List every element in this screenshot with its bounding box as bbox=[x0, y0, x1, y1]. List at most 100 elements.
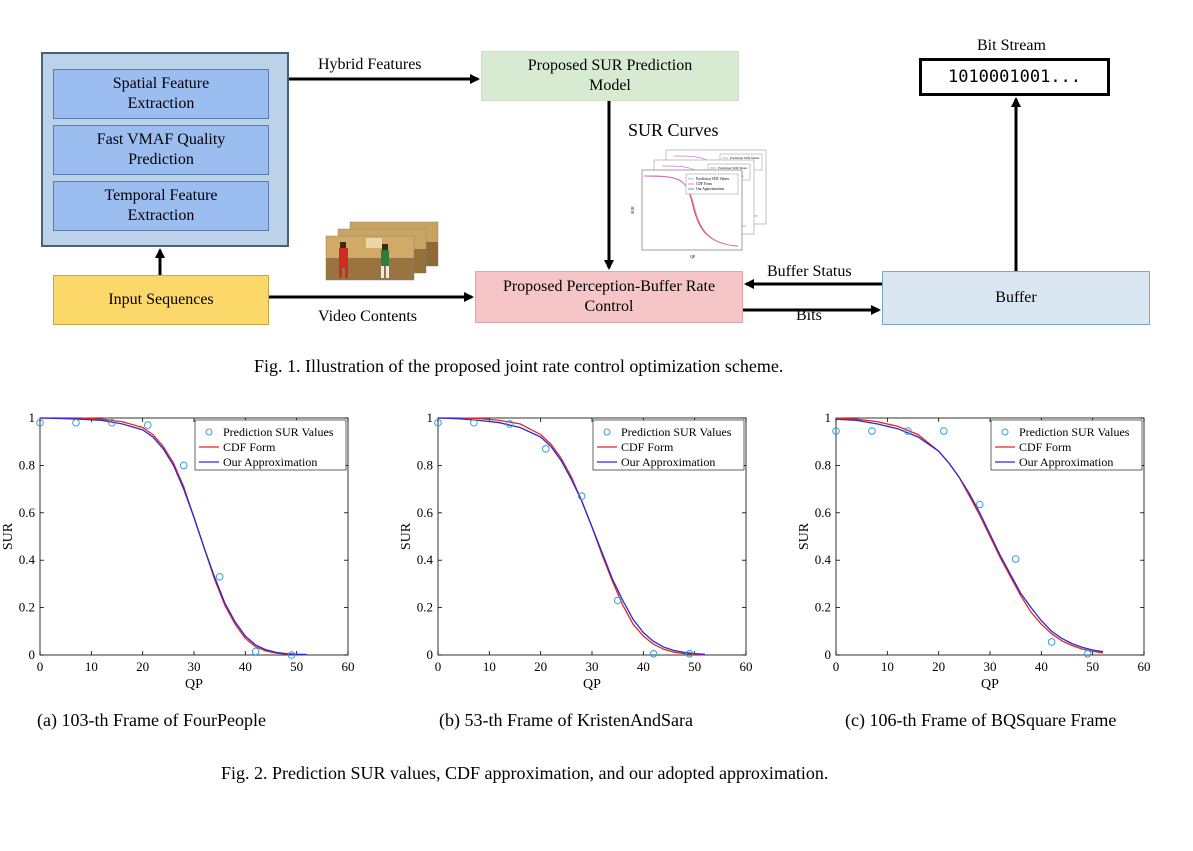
legend-label: CDF Form bbox=[223, 440, 276, 454]
y-tick-label: 0 bbox=[825, 647, 832, 662]
y-axis-label: SUR bbox=[399, 522, 414, 550]
y-tick-label: 0.4 bbox=[815, 552, 832, 567]
data-point bbox=[649, 650, 658, 658]
data-point bbox=[506, 420, 514, 428]
legend-marker bbox=[205, 428, 213, 436]
y-tick-label: 0.8 bbox=[19, 457, 35, 472]
data-point bbox=[832, 427, 840, 435]
legend-box bbox=[990, 419, 1143, 471]
legend-label: Prediction SUR Values bbox=[621, 425, 732, 439]
data-point bbox=[251, 647, 260, 656]
x-tick-label: 30 bbox=[586, 659, 599, 674]
data-point bbox=[36, 418, 44, 427]
y-tick-label: 0 bbox=[427, 647, 434, 662]
sur-curves-label: SUR Curves bbox=[628, 120, 719, 140]
x-tick-label: 20 bbox=[932, 659, 945, 674]
y-tick-label: 1 bbox=[427, 410, 434, 425]
data-point bbox=[904, 427, 912, 435]
figure-1-arrows bbox=[155, 74, 1021, 315]
x-tick-label: 10 bbox=[85, 659, 98, 674]
chart-a-caption: (a) 103-th Frame of FourPeople bbox=[37, 710, 266, 730]
thumb-ylabel: SUR bbox=[630, 206, 635, 214]
buffer-block: Buffer bbox=[882, 271, 1150, 325]
data-point bbox=[470, 418, 478, 427]
y-tick-label: 0.8 bbox=[417, 457, 433, 472]
data-point bbox=[179, 461, 188, 470]
data-point bbox=[868, 427, 876, 435]
legend-box bbox=[592, 419, 745, 471]
legend-label: CDF Form bbox=[1019, 440, 1072, 454]
hybrid-features-label: Hybrid Features bbox=[318, 56, 422, 73]
y-tick-label: 0 bbox=[29, 647, 36, 662]
data-point bbox=[685, 650, 694, 658]
figure-1-caption: Fig. 1. Illustration of the proposed joi… bbox=[254, 356, 784, 376]
y-tick-label: 0.4 bbox=[417, 552, 434, 567]
vmaf-prediction-block: Fast VMAF Quality Prediction bbox=[53, 125, 269, 175]
thumb-xlabel: QP bbox=[690, 254, 696, 259]
thumb-legend-1b: Prediction SUR Values bbox=[718, 166, 748, 170]
x-tick-label: 20 bbox=[136, 659, 149, 674]
sur-curves-thumbnail: Prediction SUR Values CDF Form Predictio… bbox=[630, 149, 767, 259]
y-tick-label: 0.2 bbox=[417, 600, 433, 615]
sur-prediction-model-block: Proposed SUR Prediction Model bbox=[481, 51, 739, 101]
data-point bbox=[287, 651, 296, 659]
series-line-our-approximation bbox=[437, 417, 705, 655]
data-point bbox=[215, 572, 224, 581]
bit-stream-value: 1010001001... bbox=[919, 58, 1110, 96]
y-tick-label: 0.2 bbox=[19, 600, 35, 615]
legend-label: Prediction SUR Values bbox=[223, 425, 334, 439]
data-point bbox=[72, 418, 80, 427]
y-tick-label: 0.8 bbox=[815, 457, 831, 472]
x-axis-label: QP bbox=[185, 677, 203, 692]
temporal-feature-block: Temporal Feature Extraction bbox=[53, 181, 269, 231]
legend-label: Our Approximation bbox=[1019, 455, 1113, 469]
x-tick-label: 30 bbox=[984, 659, 997, 674]
video-frames-thumbnail bbox=[325, 221, 439, 281]
y-tick-label: 0.6 bbox=[417, 505, 434, 520]
spatial-feature-block: Spatial Feature Extraction bbox=[53, 69, 269, 119]
chart-b: 0 10 20 30 40 50 60 0 0.2 0.4 0.6 0.8 1 QP SUR Predicti… bbox=[399, 410, 753, 692]
data-point bbox=[1011, 555, 1020, 563]
data-point bbox=[1083, 650, 1092, 658]
legend-label: Our Approximation bbox=[223, 455, 317, 469]
x-tick-label: 0 bbox=[37, 659, 44, 674]
x-tick-label: 40 bbox=[637, 659, 650, 674]
legend-box bbox=[194, 419, 347, 471]
x-tick-label: 50 bbox=[688, 659, 701, 674]
x-tick-label: 40 bbox=[239, 659, 252, 674]
data-point bbox=[577, 492, 586, 501]
data-point bbox=[613, 596, 622, 605]
x-tick-label: 10 bbox=[483, 659, 496, 674]
series-line-cdf-form bbox=[835, 417, 1103, 654]
data-point bbox=[975, 500, 984, 509]
bit-stream-label: Bit Stream bbox=[977, 37, 1046, 54]
legend-label: CDF Form bbox=[621, 440, 674, 454]
data-point bbox=[434, 418, 442, 427]
chart-b-caption: (b) 53-th Frame of KristenAndSara bbox=[439, 710, 693, 730]
chart-a: 0 10 20 30 40 50 60 0 0.2 0.4 0.6 0.8 1 QP SUR Predicti… bbox=[1, 410, 355, 692]
x-tick-label: 60 bbox=[342, 659, 355, 674]
thumb-legend-3c: Our Approximation bbox=[696, 187, 724, 191]
x-tick-label: 40 bbox=[1035, 659, 1048, 674]
thumb-legend-1c: Prediction SUR Values bbox=[696, 177, 730, 181]
x-axis-label: QP bbox=[981, 677, 999, 692]
figure-2-caption: Fig. 2. Prediction SUR values, CDF appro… bbox=[221, 763, 829, 783]
data-point bbox=[1047, 638, 1056, 646]
y-tick-label: 0.6 bbox=[19, 505, 36, 520]
series-line-our-approximation bbox=[39, 417, 307, 656]
x-tick-label: 20 bbox=[534, 659, 547, 674]
rate-control-block: Proposed Perception-Buffer Rate Control bbox=[475, 271, 743, 323]
y-axis-label: SUR bbox=[797, 522, 812, 550]
legend-marker bbox=[603, 428, 611, 436]
input-sequences-block: Input Sequences bbox=[53, 275, 269, 325]
buffer-status-label: Buffer Status bbox=[767, 263, 852, 280]
chart-c-caption: (c) 106-th Frame of BQSquare Frame bbox=[845, 710, 1117, 730]
data-point bbox=[144, 421, 152, 429]
x-tick-label: 50 bbox=[1086, 659, 1099, 674]
y-tick-label: 0.2 bbox=[815, 600, 831, 615]
x-tick-label: 30 bbox=[188, 659, 201, 674]
x-tick-label: 0 bbox=[833, 659, 840, 674]
x-axis-label: QP bbox=[583, 677, 601, 692]
thumb-legend-1a: Prediction SUR Values bbox=[730, 156, 760, 160]
x-tick-label: 50 bbox=[290, 659, 303, 674]
